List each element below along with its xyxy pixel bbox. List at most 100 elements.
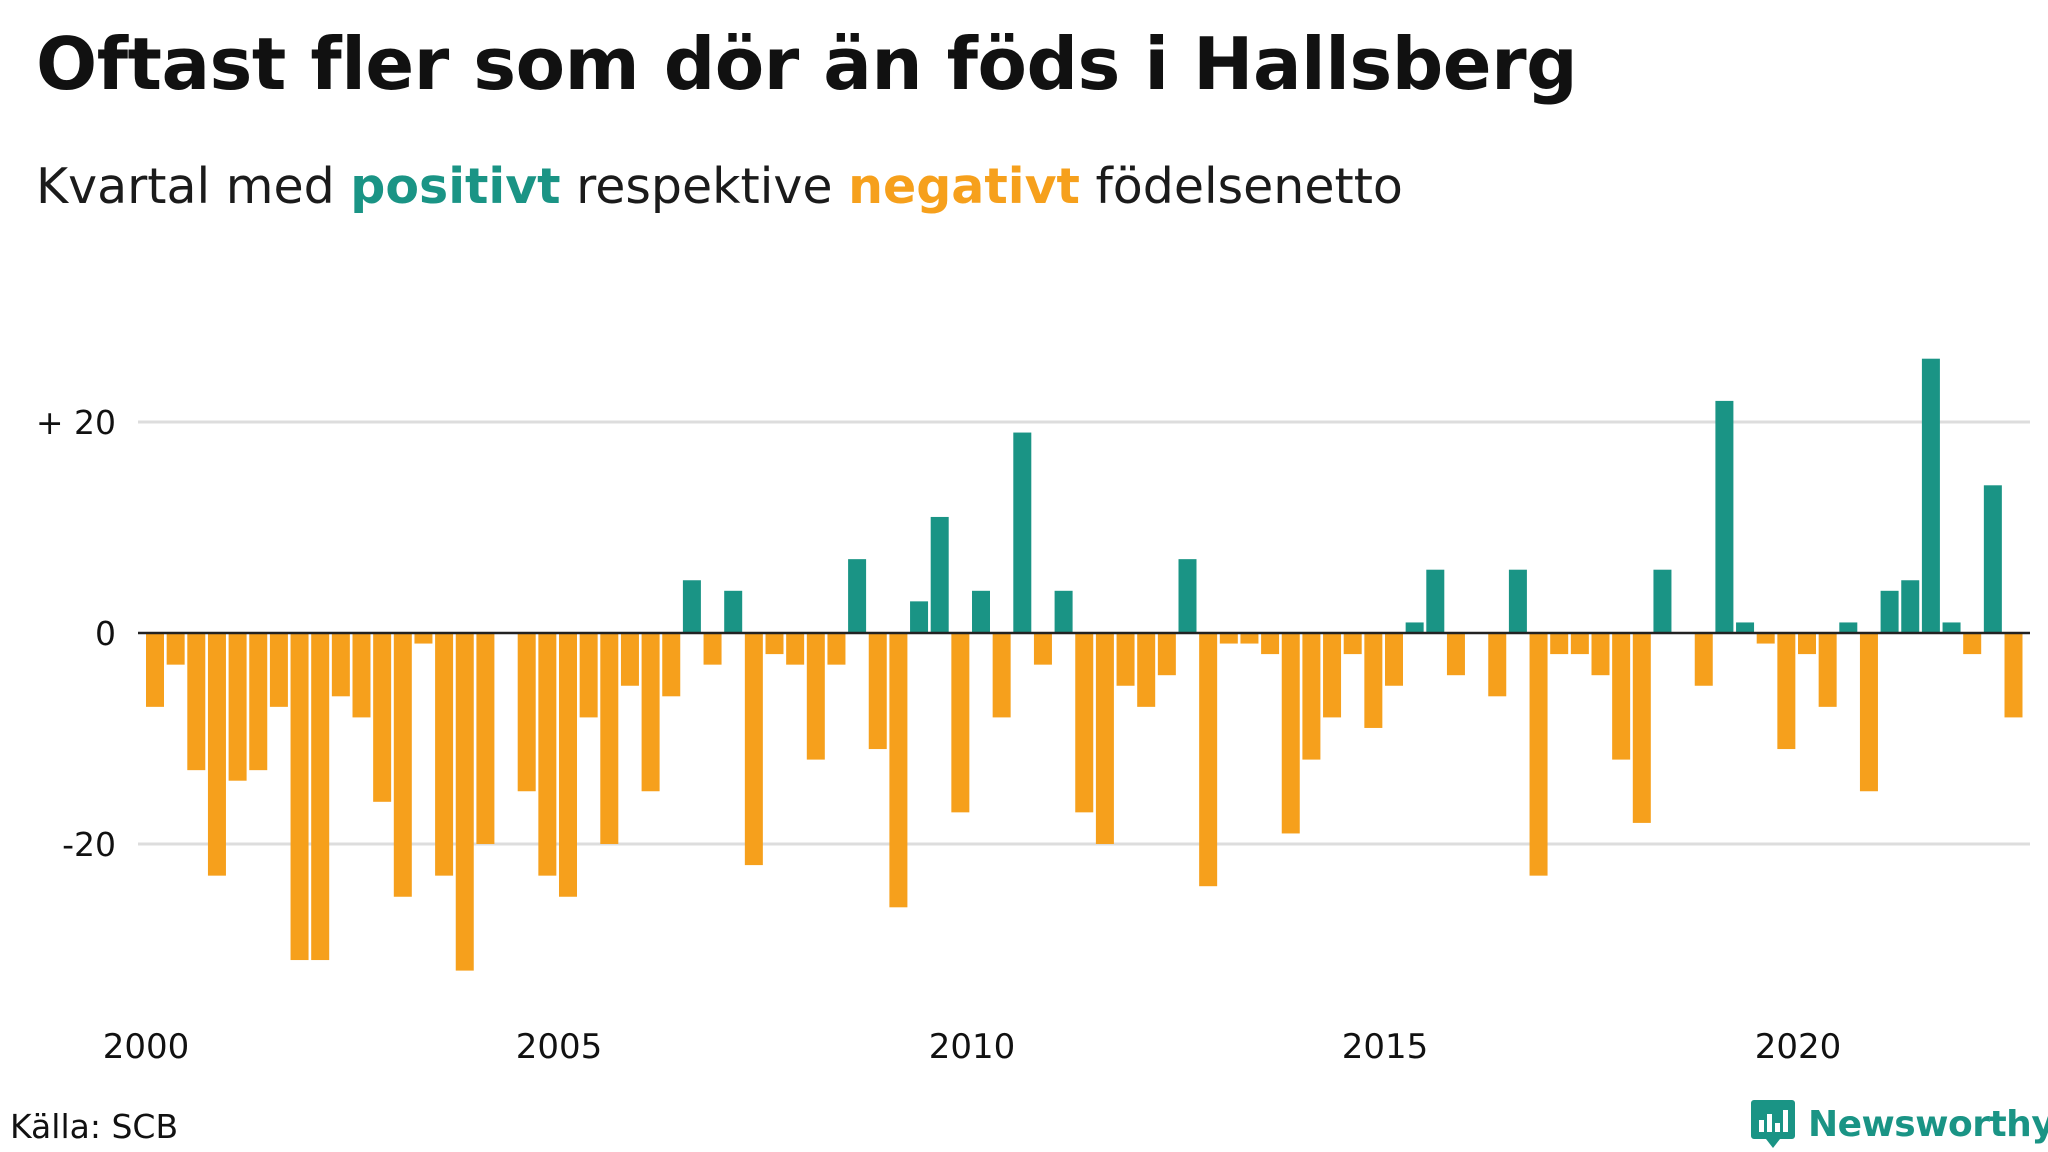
- newsworthy-logo-text: Newsworthy: [1808, 1103, 2048, 1145]
- bar: [1570, 633, 1589, 655]
- bar: [1426, 569, 1445, 633]
- bar: [414, 633, 433, 644]
- bar: [1901, 580, 1920, 633]
- y-tick-label: 0: [95, 614, 116, 653]
- bar: [559, 633, 577, 897]
- bar: [249, 633, 268, 771]
- bar: [827, 633, 846, 665]
- bar: [1632, 633, 1651, 823]
- bar: [1446, 633, 1465, 676]
- bars: [146, 358, 2023, 971]
- bar: [1261, 633, 1280, 655]
- bar: [517, 633, 536, 792]
- subtitle-negative-word: negativt: [848, 158, 1080, 215]
- bar: [476, 633, 495, 844]
- bar: [724, 590, 743, 633]
- bar: [1137, 633, 1156, 707]
- bar: [1508, 569, 1527, 633]
- bar: [1942, 622, 1961, 633]
- bar: [1343, 633, 1362, 655]
- bar: [538, 633, 557, 876]
- bar: [311, 633, 330, 961]
- bar: [1240, 633, 1259, 644]
- bar: [600, 633, 619, 844]
- x-axis-labels: 2000 2005 2010 2015 2020: [103, 1027, 1842, 1067]
- bar: [806, 633, 825, 760]
- bar: [331, 633, 350, 697]
- bar: [992, 633, 1011, 718]
- chart-subtitle: Kvartal med positivt respektive negativt…: [36, 158, 1403, 215]
- bar: [1488, 633, 1507, 697]
- bar: [1798, 633, 1816, 655]
- bar: [1075, 633, 1094, 813]
- bar: [1818, 633, 1837, 707]
- bar: [228, 633, 247, 781]
- bar: [889, 633, 908, 908]
- bar: [290, 633, 309, 961]
- bar: [435, 633, 454, 876]
- bar: [1281, 633, 1300, 834]
- bar: [1529, 633, 1548, 876]
- bar: [1054, 590, 1073, 633]
- subtitle-suffix: födelsenetto: [1079, 158, 1403, 215]
- bar: [662, 633, 681, 697]
- bar: [2004, 633, 2023, 718]
- bar: [1694, 633, 1713, 686]
- bar: [187, 633, 206, 771]
- bar: [1364, 633, 1383, 728]
- bar: [207, 633, 226, 876]
- bar: [1013, 432, 1032, 633]
- bar: [1095, 633, 1114, 844]
- subtitle-middle: respektive: [560, 158, 849, 215]
- bar: [951, 633, 970, 813]
- bar: [1880, 590, 1899, 633]
- bar: [1591, 633, 1610, 676]
- grid-lines: [138, 420, 2030, 846]
- bar: [1385, 633, 1403, 686]
- bar: [1405, 622, 1424, 633]
- bar: [1983, 485, 2002, 633]
- bar: [269, 633, 288, 707]
- bar: [1612, 633, 1631, 760]
- bar: [848, 559, 867, 633]
- bar: [641, 633, 660, 792]
- bar: [930, 516, 949, 633]
- y-tick-label: + 20: [36, 403, 116, 442]
- newsworthy-logo[interactable]: Newsworthy: [1750, 1098, 2048, 1150]
- x-tick-label: 2000: [103, 1027, 190, 1067]
- bar: [1859, 633, 1878, 792]
- subtitle-prefix: Kvartal med: [36, 158, 351, 215]
- bar: [620, 633, 639, 686]
- x-tick-label: 2020: [1755, 1027, 1842, 1067]
- subtitle-positive-word: positivt: [350, 158, 561, 215]
- bar: [1219, 633, 1238, 644]
- bar: [579, 633, 598, 718]
- bar: [744, 633, 763, 866]
- bar: [455, 633, 474, 971]
- bar: [972, 590, 990, 633]
- bar: [1302, 633, 1321, 760]
- bar: [1116, 633, 1135, 686]
- bar: [1550, 633, 1569, 655]
- bar: [393, 633, 412, 897]
- bar: [1178, 559, 1197, 633]
- bar: [1157, 633, 1176, 676]
- bar: [910, 601, 929, 633]
- bar: [1199, 633, 1218, 887]
- bar: [1963, 633, 1982, 655]
- bar: [1756, 633, 1775, 644]
- bar: [352, 633, 371, 718]
- bar: [166, 633, 185, 665]
- bar: [1839, 622, 1858, 633]
- bar: [1921, 358, 1940, 633]
- newsworthy-logo-icon: [1751, 1100, 1795, 1148]
- bar: [1033, 633, 1052, 665]
- bar: [1715, 400, 1734, 633]
- y-tick-label: -20: [62, 825, 116, 864]
- bar: [1777, 633, 1796, 750]
- y-axis-labels: + 20 0 -20: [36, 403, 116, 864]
- source-note: Källa: SCB: [10, 1107, 179, 1146]
- bar: [1653, 569, 1672, 633]
- bar: [703, 633, 722, 665]
